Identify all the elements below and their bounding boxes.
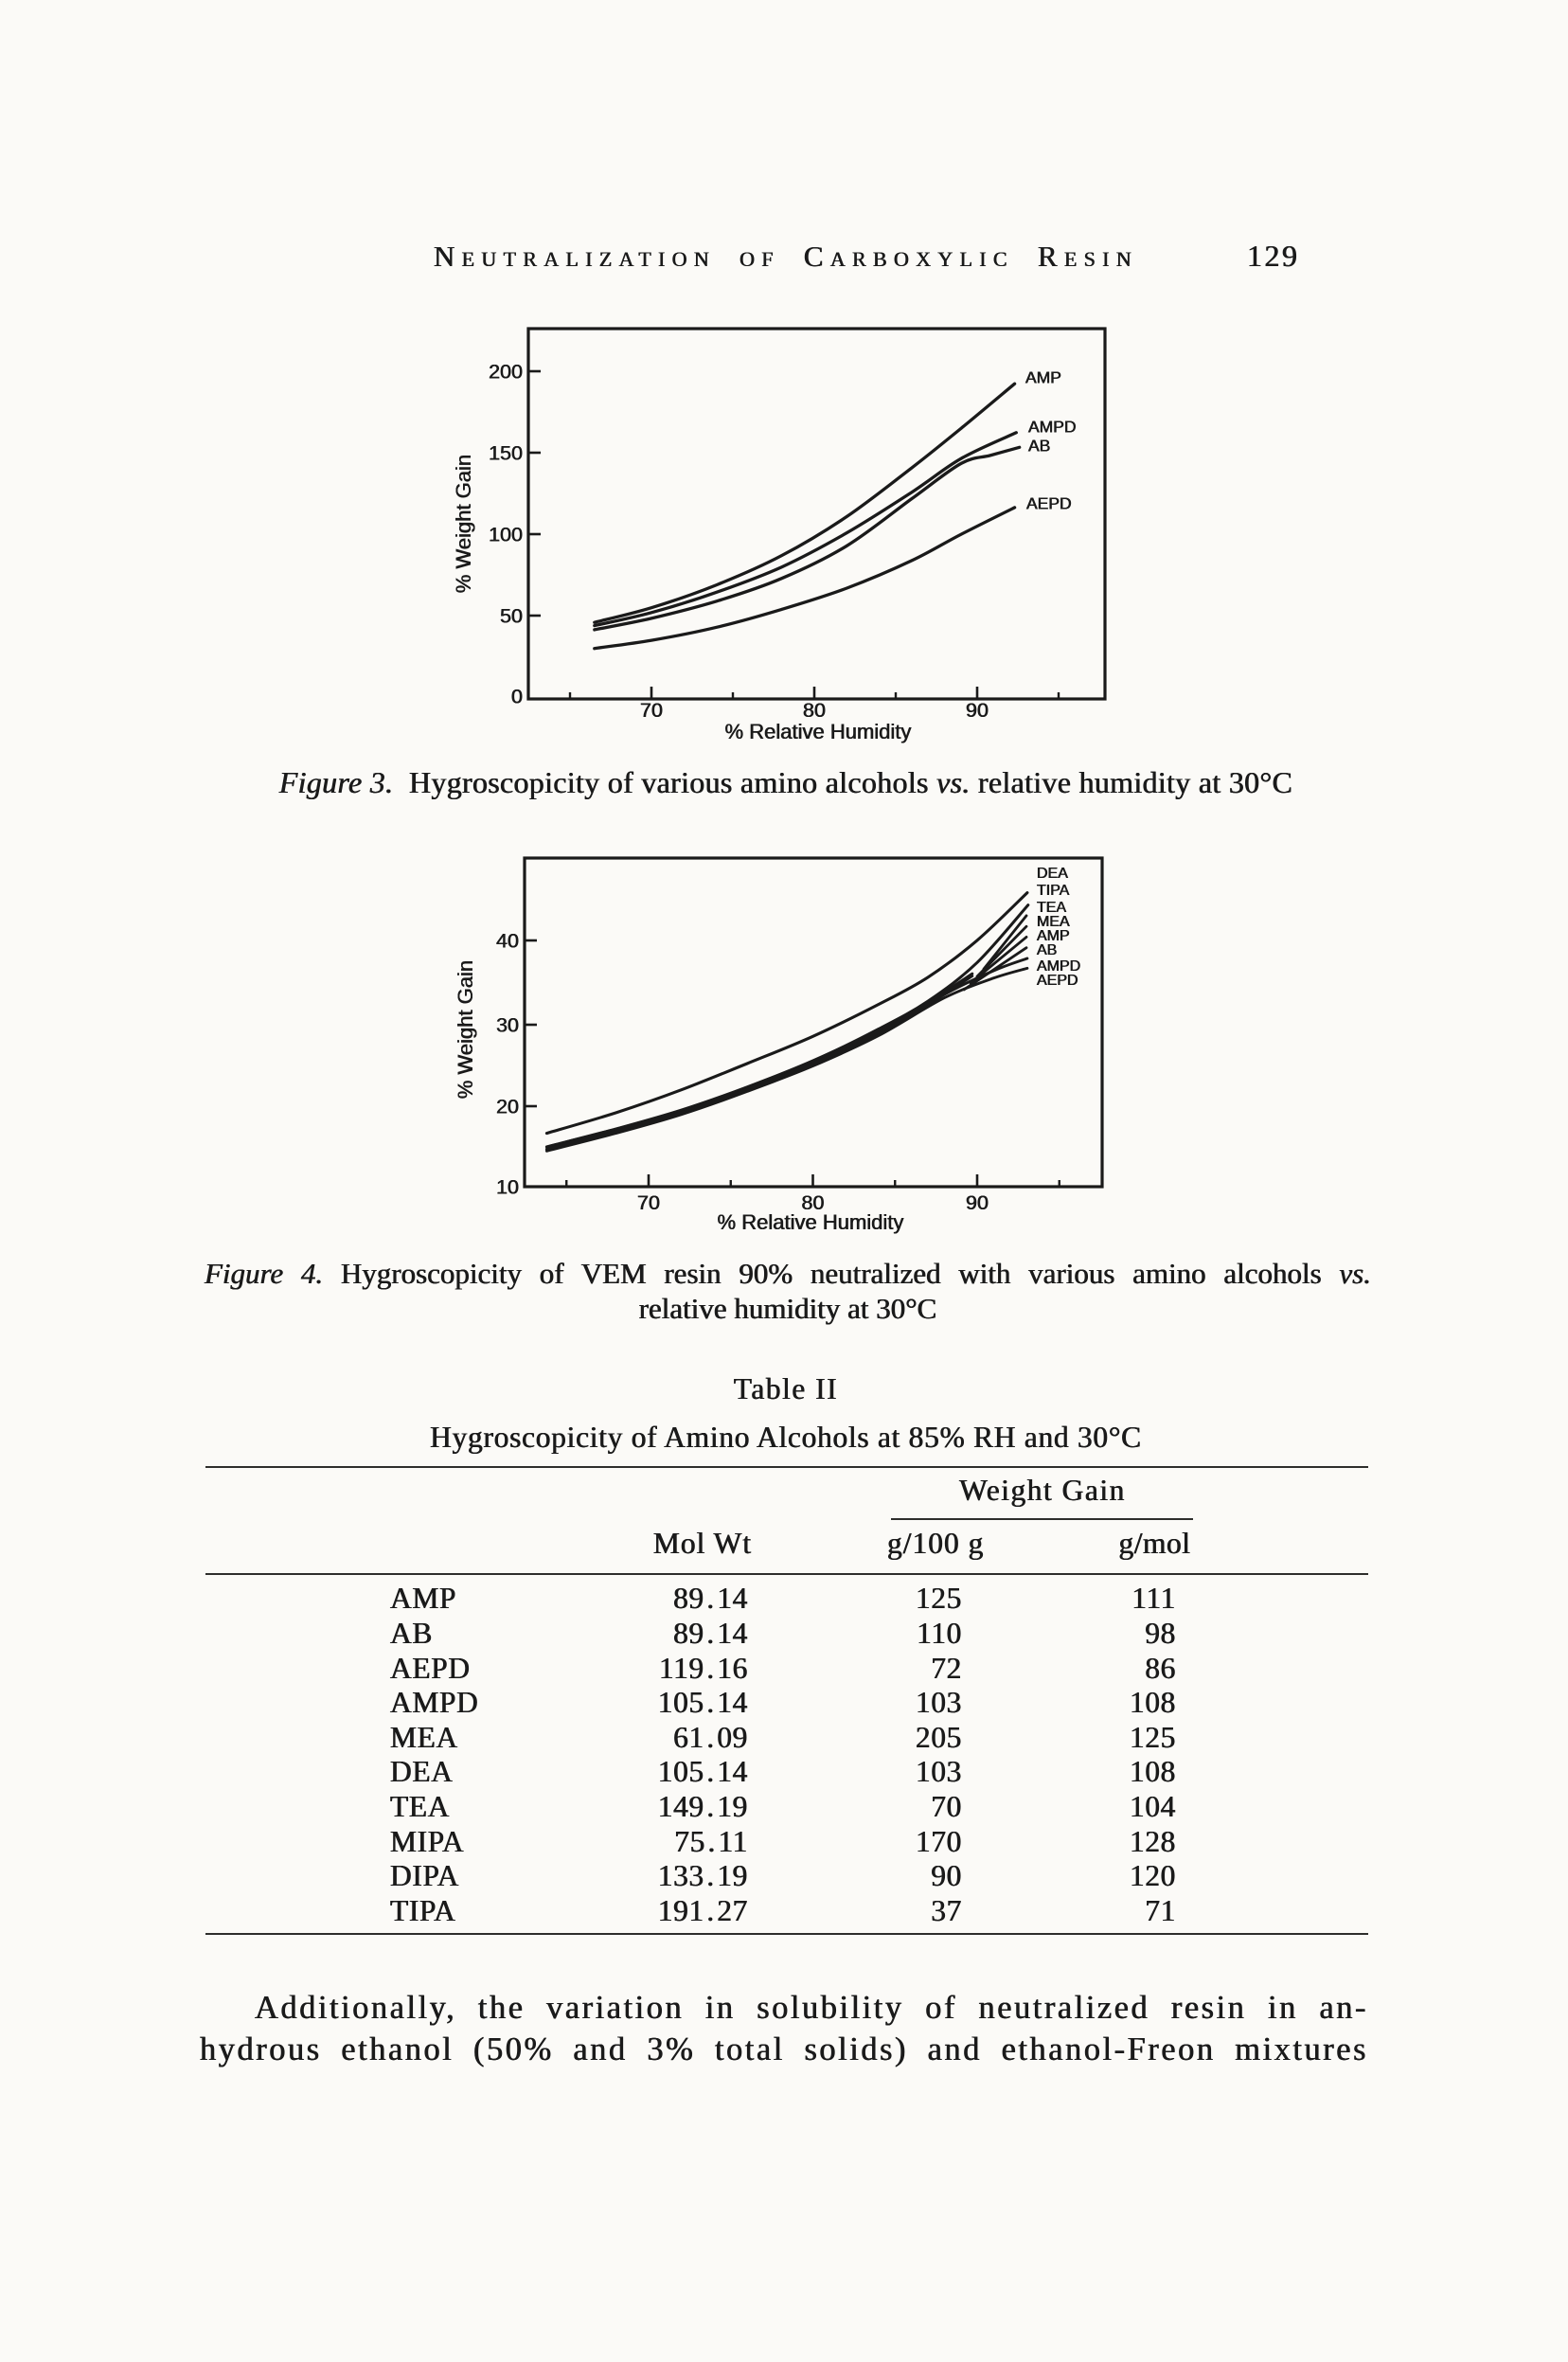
svg-text:MEA: MEA	[1037, 914, 1070, 930]
svg-text:AMP: AMP	[1025, 368, 1061, 387]
svg-text:30: 30	[496, 1014, 519, 1037]
svg-text:200: 200	[489, 361, 523, 384]
svg-text:AMP: AMP	[1037, 928, 1070, 944]
svg-text:40: 40	[496, 930, 519, 953]
svg-text:AEPD: AEPD	[1026, 494, 1072, 513]
svg-text:TEA: TEA	[1037, 900, 1066, 916]
svg-text:AEPD: AEPD	[1037, 973, 1078, 989]
svg-text:DEA: DEA	[1037, 866, 1068, 882]
svg-text:AMPD: AMPD	[1037, 958, 1080, 975]
svg-text:AB: AB	[1028, 437, 1050, 456]
svg-text:% Weight Gain: % Weight Gain	[452, 455, 475, 593]
svg-text:150: 150	[489, 442, 523, 465]
svg-text:90: 90	[966, 1191, 989, 1214]
svg-text:80: 80	[802, 1191, 825, 1214]
svg-text:20: 20	[496, 1096, 519, 1118]
svg-text:10: 10	[496, 1176, 519, 1199]
svg-text:% Relative Humidity: % Relative Humidity	[718, 1210, 904, 1234]
svg-text:AMPD: AMPD	[1028, 418, 1077, 437]
svg-text:50: 50	[500, 605, 523, 628]
svg-text:80: 80	[803, 699, 826, 722]
svg-text:TIPA: TIPA	[1037, 883, 1070, 899]
svg-text:70: 70	[640, 699, 663, 722]
svg-text:100: 100	[489, 524, 523, 546]
svg-text:0: 0	[511, 686, 523, 708]
svg-text:% Relative Humidity: % Relative Humidity	[725, 720, 912, 743]
svg-text:70: 70	[637, 1191, 660, 1214]
svg-text:90: 90	[966, 699, 989, 722]
svg-text:% Weight Gain: % Weight Gain	[454, 960, 477, 1099]
svg-text:AB: AB	[1037, 942, 1057, 958]
